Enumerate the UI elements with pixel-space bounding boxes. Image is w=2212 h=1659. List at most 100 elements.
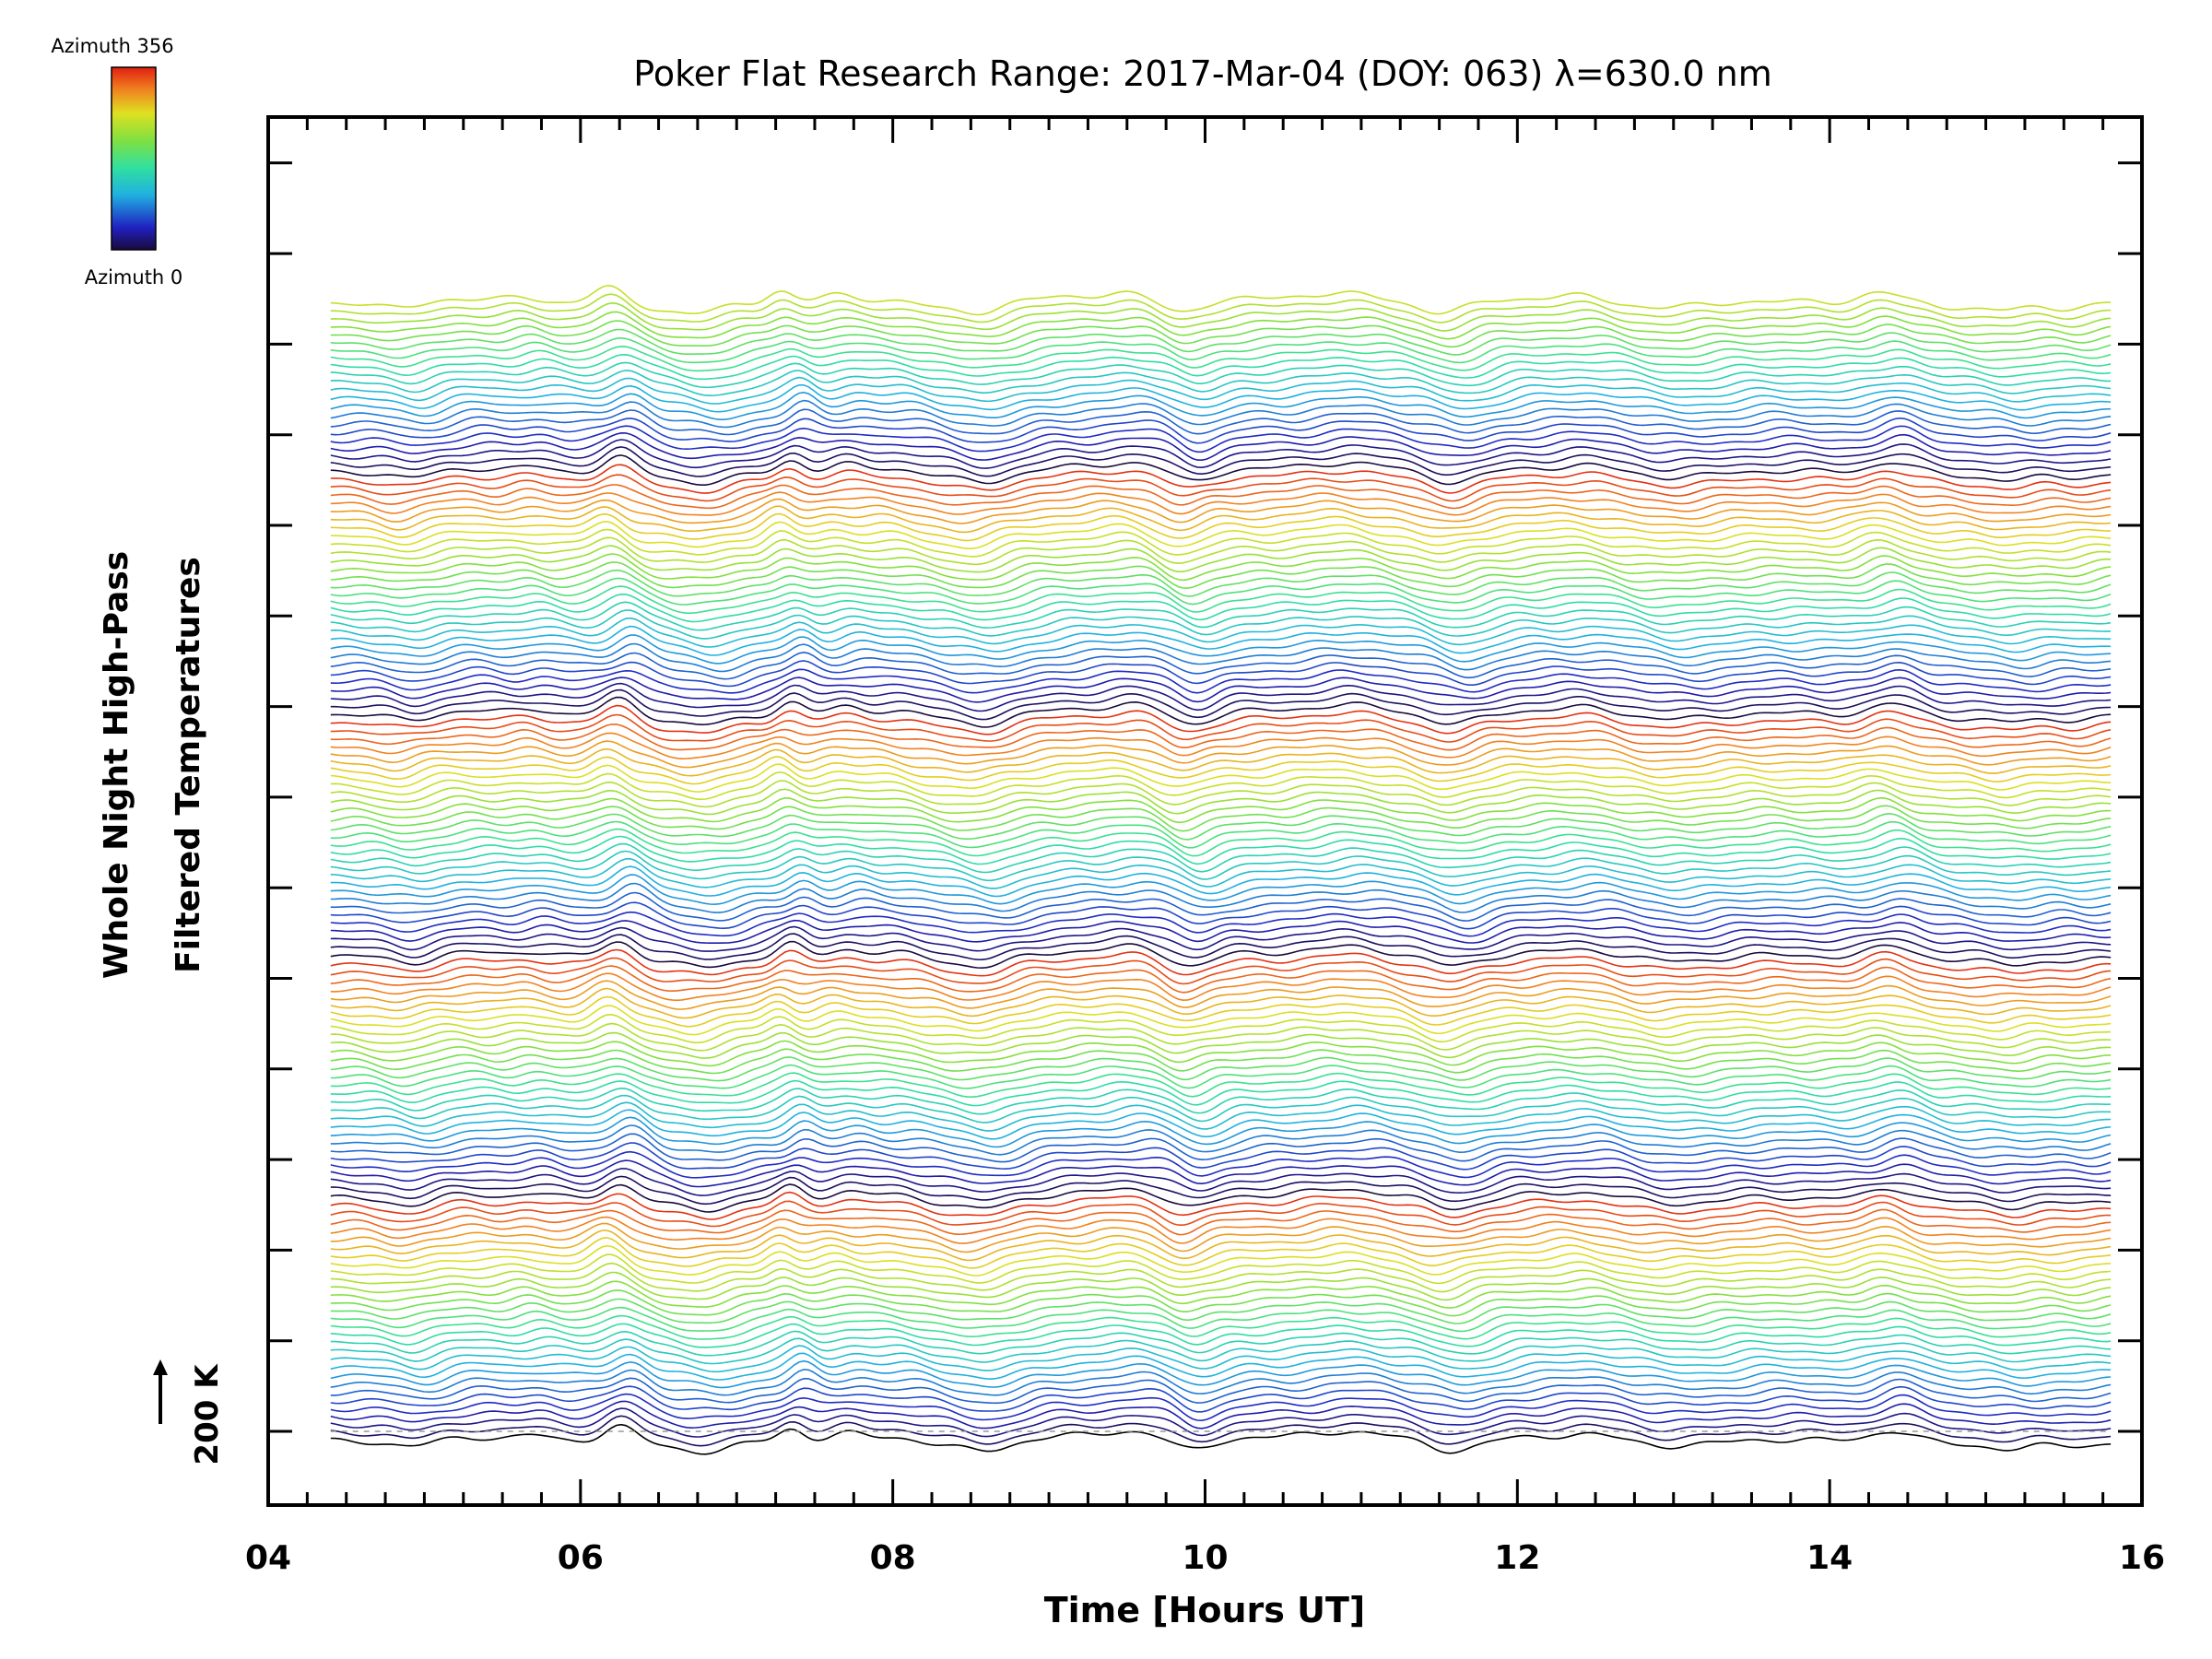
series-line bbox=[330, 293, 2112, 324]
y-axis-label: Whole Night High-Pass Filtered Temperatu… bbox=[98, 551, 207, 979]
series-line bbox=[330, 528, 2112, 558]
series-line bbox=[330, 987, 2112, 1019]
series-line bbox=[330, 1168, 2112, 1196]
series-line bbox=[330, 425, 2112, 453]
series-line bbox=[330, 1289, 2112, 1317]
series-line bbox=[330, 1101, 2112, 1132]
series-line bbox=[330, 1345, 2112, 1373]
series-line bbox=[330, 771, 2112, 801]
series-line bbox=[330, 865, 2112, 898]
series-line bbox=[330, 1056, 2112, 1082]
series-line bbox=[330, 704, 2112, 735]
series-line bbox=[330, 780, 2112, 808]
series-line bbox=[330, 384, 2112, 413]
series-line bbox=[330, 1369, 2112, 1396]
series-line bbox=[330, 1064, 2112, 1089]
series-line bbox=[330, 1323, 2112, 1348]
series-line bbox=[330, 1133, 2112, 1163]
colorbar: Azimuth 356 Azimuth 0 bbox=[51, 35, 182, 288]
series-line bbox=[330, 593, 2112, 623]
series-line bbox=[330, 763, 2112, 793]
series-line bbox=[330, 617, 2112, 648]
series-line bbox=[330, 1230, 2112, 1262]
series-line bbox=[330, 1222, 2112, 1253]
axis-ticks bbox=[266, 117, 2144, 1505]
series-line bbox=[330, 484, 2112, 510]
series-line bbox=[330, 301, 2112, 332]
series-line bbox=[330, 1048, 2112, 1075]
series-line bbox=[330, 1423, 2112, 1455]
series-line bbox=[330, 491, 2112, 516]
series-line bbox=[330, 1253, 2112, 1285]
series-line bbox=[330, 796, 2112, 824]
series-line bbox=[330, 512, 2112, 542]
series-line bbox=[330, 957, 2112, 985]
series-line bbox=[330, 940, 2112, 970]
series-line bbox=[330, 1013, 2112, 1044]
series-line bbox=[330, 464, 2112, 494]
series-line bbox=[330, 677, 2112, 703]
series-line bbox=[330, 1415, 2112, 1447]
series-line bbox=[330, 1183, 2112, 1213]
series-line bbox=[330, 911, 2112, 937]
series-line bbox=[330, 1306, 2112, 1333]
series-line bbox=[330, 933, 2112, 961]
series-line bbox=[330, 1359, 2112, 1389]
series-line bbox=[330, 1262, 2112, 1293]
series-line bbox=[330, 980, 2112, 1010]
x-tick-label: 08 bbox=[870, 1539, 916, 1577]
series-line bbox=[330, 919, 2112, 944]
series-line bbox=[330, 1116, 2112, 1148]
series-line bbox=[330, 1109, 2112, 1140]
series-line bbox=[330, 1175, 2112, 1206]
series-line bbox=[330, 1244, 2112, 1277]
series-line bbox=[330, 446, 2112, 477]
series-line bbox=[330, 995, 2112, 1028]
x-tick-label: 16 bbox=[2119, 1539, 2165, 1577]
series-line bbox=[330, 850, 2112, 882]
series-line bbox=[330, 474, 2112, 502]
series-line bbox=[330, 1124, 2112, 1156]
series-line bbox=[330, 724, 2112, 751]
series-line bbox=[330, 346, 2112, 372]
series-line bbox=[330, 439, 2112, 469]
series-line bbox=[330, 399, 2112, 429]
series-line bbox=[330, 1094, 2112, 1124]
colorbar-top-label: Azimuth 356 bbox=[51, 35, 173, 57]
series-line bbox=[330, 1400, 2112, 1430]
series-line bbox=[330, 609, 2112, 640]
series-line bbox=[330, 553, 2112, 582]
series-line bbox=[330, 828, 2112, 857]
colorbar-bottom-label: Azimuth 0 bbox=[85, 266, 183, 288]
series-line bbox=[330, 561, 2112, 589]
series-line bbox=[330, 732, 2112, 760]
series-line bbox=[330, 1022, 2112, 1052]
series-line bbox=[330, 1072, 2112, 1099]
series-line bbox=[330, 1200, 2112, 1228]
series-line bbox=[330, 651, 2112, 680]
series-line bbox=[330, 857, 2112, 889]
x-tick-label: 12 bbox=[1494, 1539, 1540, 1577]
series-line bbox=[330, 1216, 2112, 1244]
series-line bbox=[330, 1271, 2112, 1301]
series-line bbox=[330, 320, 2112, 348]
y-axis-label-line2: Filtered Temperatures bbox=[170, 557, 207, 973]
series-line bbox=[330, 634, 2112, 665]
series-line bbox=[330, 747, 2112, 777]
series-line bbox=[330, 454, 2112, 486]
series-line bbox=[330, 696, 2112, 728]
series-line bbox=[330, 585, 2112, 614]
colorbar-gradient bbox=[111, 66, 157, 251]
series-line bbox=[330, 1191, 2112, 1220]
series-line bbox=[330, 1337, 2112, 1365]
series-line bbox=[330, 498, 2112, 524]
series-line bbox=[330, 965, 2112, 994]
series-line bbox=[330, 1385, 2112, 1413]
series-line bbox=[330, 545, 2112, 573]
x-tick-label: 06 bbox=[558, 1539, 604, 1577]
x-axis-label: Time [Hours UT] bbox=[1044, 1590, 1366, 1630]
series-line bbox=[330, 370, 2112, 397]
series-line bbox=[330, 336, 2112, 364]
series-line bbox=[330, 1314, 2112, 1340]
